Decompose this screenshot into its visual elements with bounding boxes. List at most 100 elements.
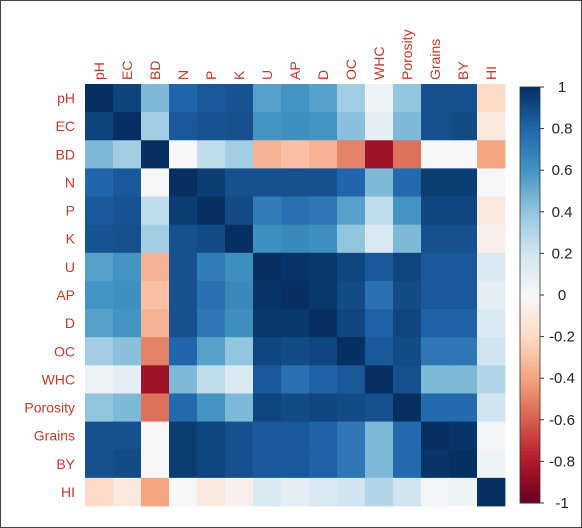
heatmap-cell-grains-d <box>309 421 338 451</box>
colorbar-segment <box>520 340 540 345</box>
heatmap-cell-n-ph <box>85 168 114 197</box>
colorbar-segment <box>520 496 540 501</box>
colorbar-segment <box>520 277 540 282</box>
heatmap-cell-oc-by <box>449 337 478 366</box>
heatmap-cell-hi-ap <box>281 477 310 507</box>
heatmap-cell-d-whc <box>365 309 394 338</box>
colorbar-segment <box>520 322 540 327</box>
colorbar-segment <box>520 360 540 365</box>
colorbar-segment <box>520 97 540 102</box>
heatmap-cell-u-p <box>197 252 226 282</box>
heatmap-cell-n-ec <box>113 168 142 197</box>
colorbar-segment <box>520 319 540 324</box>
row-label-hi: HI <box>61 484 75 500</box>
colorbar-tick-label: -0.8 <box>549 453 575 470</box>
heatmap-cell-d-p <box>197 309 226 338</box>
colorbar-segment <box>520 333 540 338</box>
heatmap-cell-u-by <box>449 252 478 282</box>
heatmap-cell-bd-by <box>449 140 478 169</box>
heatmap-cell-bd-k <box>225 140 254 169</box>
heatmap-cell-bd-oc <box>337 140 366 169</box>
colorbar-ticks: 1 0.8 0.6 0.4 0.2 0 -0.2 -0.4 -0.6 -0.8 -1 <box>540 79 575 512</box>
heatmap-cell-by-porosity <box>393 449 422 479</box>
heatmap-cell-p-by <box>449 196 478 226</box>
heatmap-cell-n-whc <box>365 168 394 197</box>
column-label-n: N <box>175 70 191 80</box>
heatmap-cell-ec-k <box>225 112 254 141</box>
heatmap-cell-p-n <box>169 196 198 226</box>
column-label-bd: BD <box>147 61 163 80</box>
heatmap-cell-whc-porosity <box>393 365 422 394</box>
colorbar-segment <box>520 447 540 452</box>
colorbar-segment <box>520 201 540 206</box>
heatmap-cell-p-ap <box>281 196 310 226</box>
heatmap-cell-whc-ap <box>281 365 310 394</box>
colorbar-segment <box>520 353 540 358</box>
heatmap-cell-bd-n <box>169 140 198 169</box>
colorbar-segment <box>520 454 540 459</box>
heatmap-cell-k-p <box>197 224 226 254</box>
heatmap-cell-d-grains <box>421 309 450 338</box>
column-label-hi: HI <box>483 66 499 80</box>
heatmap-cell-ec-u <box>253 112 282 141</box>
colorbar <box>519 86 541 504</box>
heatmap-cell-ap-grains <box>421 280 450 310</box>
colorbar-segment <box>520 90 540 95</box>
heatmap-cell-oc-whc <box>365 337 394 366</box>
heatmap-cell-n-porosity <box>393 168 422 197</box>
heatmap-cell-whc-k <box>225 365 254 394</box>
colorbar-segment <box>520 132 540 137</box>
colorbar-segment <box>520 426 540 431</box>
heatmap-cell-ph-bd <box>141 84 170 113</box>
colorbar-segment <box>520 125 540 130</box>
colorbar-segment <box>520 444 540 449</box>
heatmap-cell-bd-u <box>253 140 282 169</box>
heatmap-cell-by-whc <box>365 449 394 479</box>
heatmap-cell-by-by <box>449 449 478 479</box>
colorbar-segment <box>520 104 540 109</box>
colorbar-segment <box>520 392 540 397</box>
heatmap-cell-p-ec <box>113 196 142 226</box>
row-label-k: K <box>66 231 76 247</box>
heatmap-cell-n-k <box>225 168 254 197</box>
heatmap-cell-ap-ec <box>113 280 142 310</box>
row-label-ph: pH <box>57 90 75 106</box>
heatmap-cell-d-ph <box>85 309 114 338</box>
heatmap-cell-k-grains <box>421 224 450 254</box>
heatmap-cell-u-porosity <box>393 252 422 282</box>
heatmap-cell-grains-n <box>169 421 198 451</box>
column-label-by: BY <box>455 61 471 80</box>
row-label-grains: Grains <box>34 428 75 444</box>
heatmap-cell-d-u <box>253 309 282 338</box>
heatmap-cell-porosity-u <box>253 393 282 422</box>
heatmap-cell-k-d <box>309 224 338 254</box>
colorbar-tick-label: 0.6 <box>552 162 573 179</box>
heatmap-cell-ap-hi <box>477 280 506 310</box>
heatmap-cell-bd-whc <box>365 140 394 169</box>
colorbar-segment <box>520 468 540 473</box>
heatmap-cell-hi-bd <box>141 477 170 507</box>
row-label-d: D <box>65 315 75 331</box>
colorbar-tick-label: 0.2 <box>552 245 573 262</box>
colorbar-segment <box>520 267 540 272</box>
heatmap-cell-u-u <box>253 252 282 282</box>
colorbar-segment <box>520 305 540 310</box>
colorbar-segment <box>520 312 540 317</box>
heatmap-cell-whc-oc <box>337 365 366 394</box>
heatmap-cell-p-porosity <box>393 196 422 226</box>
heatmap-cell-by-u <box>253 449 282 479</box>
colorbar-segment <box>520 347 540 351</box>
colorbar-segment <box>520 485 540 490</box>
colorbar-segment <box>520 336 540 341</box>
heatmap-cell-by-n <box>169 449 198 479</box>
heatmap-cell-k-bd <box>141 224 170 254</box>
heatmap-cell-k-k <box>225 224 254 254</box>
heatmap-cell-porosity-d <box>309 393 338 422</box>
heatmap-cell-u-grains <box>421 252 450 282</box>
heatmap-cell-porosity-ap <box>281 393 310 422</box>
heatmap-cell-ph-oc <box>337 84 366 113</box>
heatmap-cell-bd-porosity <box>393 140 422 169</box>
colorbar-segment <box>520 489 540 494</box>
heatmap-cell-u-hi <box>477 252 506 282</box>
heatmap-cell-ap-bd <box>141 280 170 310</box>
